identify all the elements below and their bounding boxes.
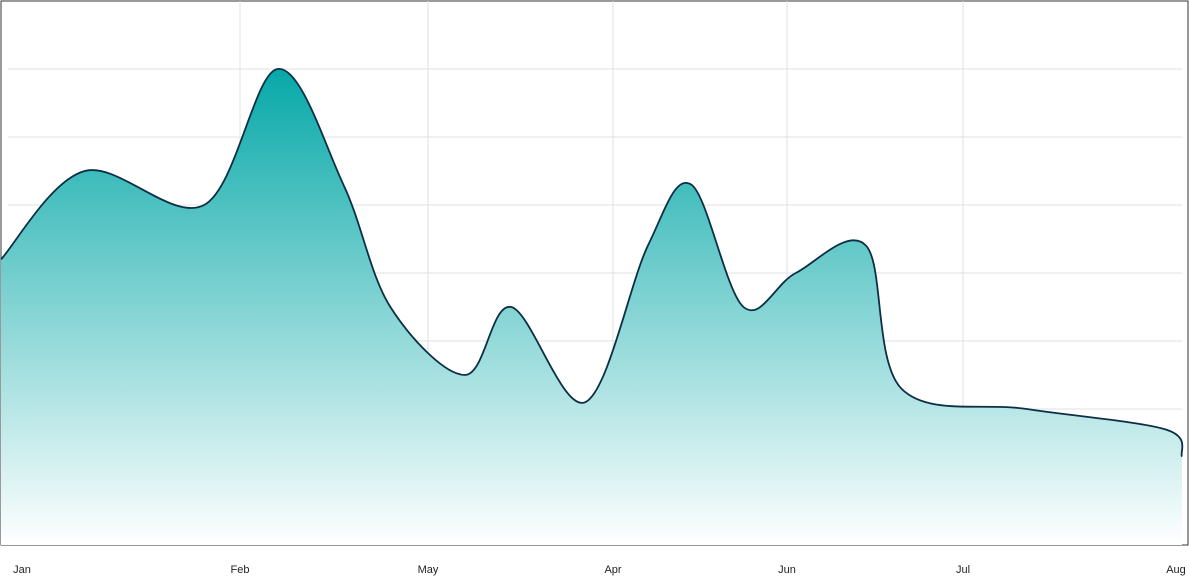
x-tick-label: Jan	[13, 564, 31, 576]
x-tick-label: Apr	[604, 564, 621, 576]
area-fill	[1, 68, 1183, 546]
x-tick-label: Feb	[231, 564, 250, 576]
x-tick-label: Jul	[956, 564, 970, 576]
x-axis: Jan Feb May Apr Jun Jul Aug	[13, 564, 1186, 576]
series-line	[0, 68, 1184, 458]
x-tick-label: May	[418, 564, 439, 576]
x-tick-label: Jun	[778, 564, 796, 576]
x-tick-label: Aug	[1166, 564, 1186, 576]
